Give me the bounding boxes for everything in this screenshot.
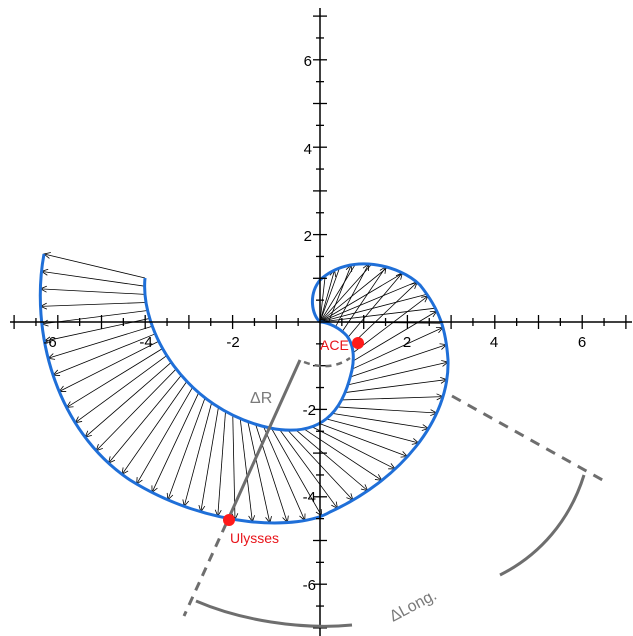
delta-long-guide xyxy=(195,394,607,628)
vector-line xyxy=(352,327,444,370)
vector-line xyxy=(327,264,352,324)
y-tick-label: -2 xyxy=(303,402,316,419)
vector-line xyxy=(319,281,417,323)
vector-line xyxy=(108,375,182,464)
vector-line xyxy=(239,418,253,522)
vector-line xyxy=(151,392,200,493)
x-tick-label: 6 xyxy=(578,334,586,351)
y-tick-label: -6 xyxy=(303,577,316,594)
vector-line xyxy=(319,272,403,323)
vector-line xyxy=(255,424,288,523)
vector-line xyxy=(247,421,271,524)
vector-line xyxy=(121,381,188,475)
spiral-outer-curve xyxy=(38,253,450,525)
ace-marker xyxy=(352,337,364,349)
vector-line xyxy=(319,275,326,323)
vector-line xyxy=(66,348,163,408)
x-tick-label: 4 xyxy=(490,334,498,351)
ulysses-label: Ulysses xyxy=(230,530,279,546)
vector-line xyxy=(347,272,403,338)
spiral-inner-curve xyxy=(143,277,355,432)
vector-line xyxy=(351,282,418,346)
delta-r-line xyxy=(224,359,302,525)
y-tick-label: -4 xyxy=(303,489,316,506)
vector-line xyxy=(319,270,335,323)
delta-r-dashed-line xyxy=(182,523,228,617)
vector-line xyxy=(319,293,428,323)
delta-r-dashed-arc xyxy=(303,356,351,368)
vector-line xyxy=(352,295,429,354)
vector-line xyxy=(295,429,369,492)
vector-line xyxy=(337,406,437,414)
vector-line xyxy=(167,397,206,500)
y-axis xyxy=(313,8,327,636)
vector-line xyxy=(319,264,356,323)
vector-line xyxy=(319,307,436,323)
vector-line xyxy=(279,429,338,509)
x-tick-label: -4 xyxy=(139,334,152,351)
vector-line xyxy=(352,310,437,362)
vector-line xyxy=(332,412,429,429)
vector-field xyxy=(39,252,449,524)
vector-line xyxy=(52,333,156,376)
y-tick-label: 6 xyxy=(304,53,312,70)
vector-line xyxy=(319,266,388,323)
vector-line xyxy=(40,302,147,307)
vector-line xyxy=(263,426,306,521)
vector-line xyxy=(41,270,145,287)
vector-line xyxy=(303,428,383,481)
vector-line xyxy=(217,411,226,517)
delta-long-outer-arc xyxy=(499,474,586,577)
delta-long-label: ΔLong. xyxy=(387,587,440,626)
delta-r-label: ΔR xyxy=(250,390,272,407)
x-axis-ticks xyxy=(13,315,627,329)
vector-line xyxy=(43,253,146,279)
vector-line xyxy=(344,379,447,393)
vector-line xyxy=(341,266,387,332)
vector-line xyxy=(319,264,372,323)
y-tick-label: 4 xyxy=(304,141,312,158)
delta-long-inner-arc xyxy=(195,599,353,628)
vector-line xyxy=(319,423,408,457)
ulysses-marker xyxy=(223,514,235,526)
x-axis xyxy=(10,315,632,329)
vector-line xyxy=(350,344,447,378)
ace-label: ACE xyxy=(320,337,349,353)
vector-line xyxy=(200,407,219,512)
vector-line xyxy=(95,368,177,451)
vector-line xyxy=(74,355,168,424)
vector-line xyxy=(84,362,172,438)
vector-line xyxy=(271,428,323,517)
delta-r-guide xyxy=(182,356,351,617)
y-tick-label: 2 xyxy=(304,228,312,245)
vector-line xyxy=(59,340,159,392)
vector-line xyxy=(326,418,419,444)
vector-line xyxy=(183,402,213,507)
delta-long-dashed-line xyxy=(451,394,607,484)
spiral-curve-group xyxy=(38,253,450,525)
x-tick-label: -6 xyxy=(43,334,56,351)
vector-line xyxy=(341,396,443,401)
vector-line xyxy=(136,386,193,485)
vector-line xyxy=(319,267,340,323)
vector-line xyxy=(347,361,449,386)
x-tick-label: 2 xyxy=(403,334,411,351)
x-tick-label: -2 xyxy=(226,334,239,351)
vector-line xyxy=(48,325,153,359)
vector-line xyxy=(311,426,396,470)
vector-line xyxy=(40,288,146,295)
